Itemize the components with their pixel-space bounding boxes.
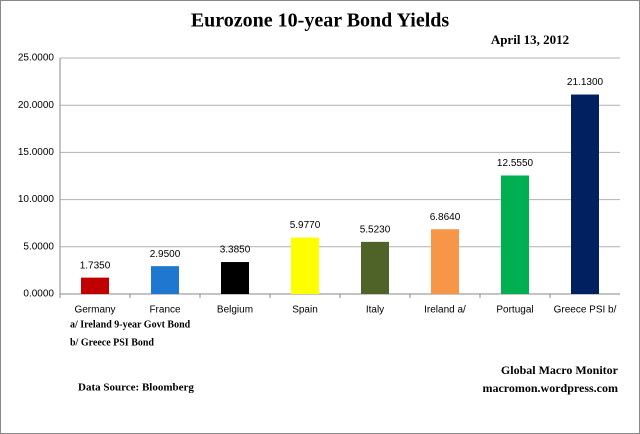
bar	[221, 262, 249, 294]
chart-subtitle: April 13, 2012	[491, 32, 569, 47]
bar	[431, 229, 459, 294]
x-tick-label: Belgium	[217, 305, 253, 316]
x-tick-label: Germany	[74, 305, 115, 316]
credit: Global Macro Monitor	[501, 363, 619, 377]
x-tick-label: Portugal	[496, 305, 533, 316]
y-tick-label: 20.0000	[18, 100, 55, 111]
bar	[501, 175, 529, 294]
bar	[291, 237, 319, 294]
bar	[81, 277, 109, 294]
x-tick-label: Spain	[292, 305, 318, 316]
data-label: 21.1300	[567, 77, 604, 88]
data-label: 6.8640	[430, 212, 461, 223]
chart-title: Eurozone 10-year Bond Yields	[191, 10, 450, 32]
bar	[151, 266, 179, 294]
data-label: 12.5550	[497, 158, 534, 169]
data-label: 2.9500	[150, 249, 181, 260]
y-tick-label: 5.0000	[23, 241, 54, 252]
data-label: 3.3850	[220, 245, 251, 256]
data-label: 1.7350	[80, 260, 111, 271]
y-tick-label: 25.0000	[18, 53, 55, 64]
y-tick-label: 15.0000	[18, 147, 55, 158]
y-tick-label: 10.0000	[18, 194, 55, 205]
credit: macromon.wordpress.com	[482, 381, 618, 395]
x-tick-label: Ireland a/	[424, 305, 466, 316]
bar	[361, 241, 389, 294]
x-tick-label: France	[149, 305, 181, 316]
footnote: a/ Ireland 9-year Govt Bond	[70, 319, 191, 330]
data-label: 5.9770	[290, 220, 321, 231]
x-tick-label: Greece PSI b/	[554, 305, 617, 316]
bar	[571, 94, 599, 294]
data-label: 5.5230	[360, 225, 391, 236]
x-tick-label: Italy	[366, 305, 384, 316]
source: Data Source: Bloomberg	[78, 382, 194, 394]
y-tick-label: 0.0000	[23, 289, 54, 300]
footnote: b/ Greece PSI Bond	[70, 337, 154, 348]
